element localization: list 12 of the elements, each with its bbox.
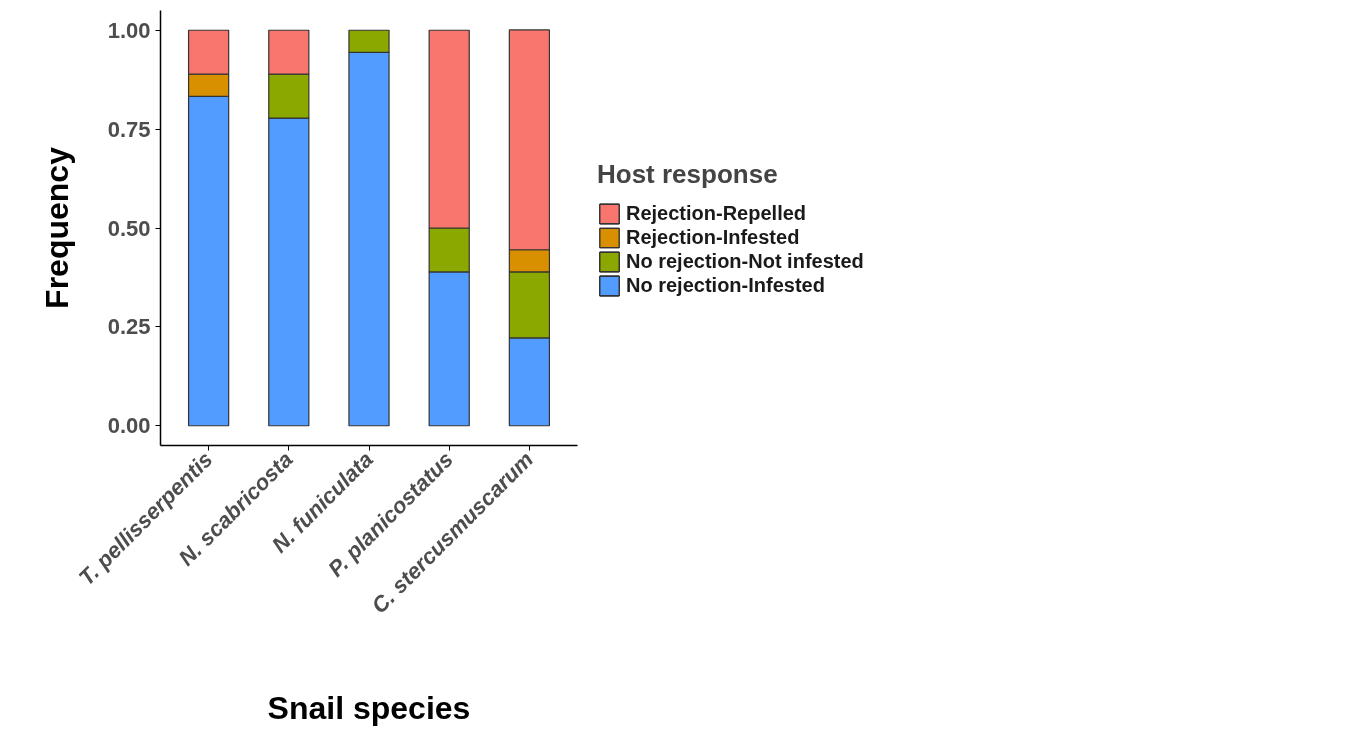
legend-title: Host response	[597, 158, 779, 189]
x-axis-title: Snail species	[267, 690, 471, 727]
legend-label: Rejection-Repelled	[626, 201, 807, 225]
y-tick-label: 0.75	[107, 116, 151, 142]
legend-label: No rejection-Infested	[626, 273, 825, 297]
legend-label: No rejection-Not infested	[626, 249, 864, 273]
y-axis-title: Frequency	[38, 146, 75, 309]
legend-label: Rejection-Infested	[626, 225, 800, 249]
y-tick-label: 0.50	[107, 215, 151, 241]
y-tick-label: 0.25	[107, 314, 151, 340]
y-tick-label: 1.00	[107, 17, 151, 43]
y-tick-label: 0.00	[107, 413, 151, 439]
